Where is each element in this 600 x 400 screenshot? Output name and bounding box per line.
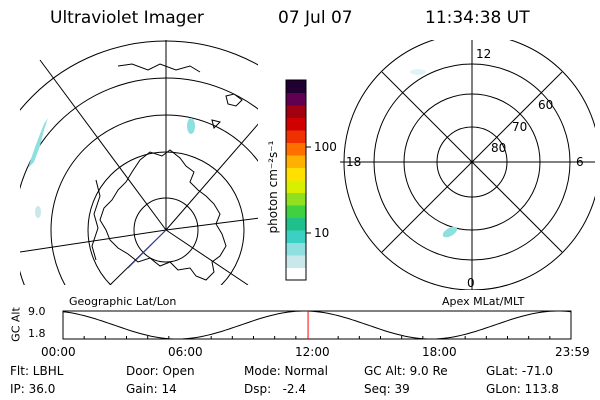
timeline-tick-1: 06:00 <box>168 345 203 359</box>
timeline-tick-3: 18:00 <box>422 345 457 359</box>
status-glon: GLon: 113.8 <box>486 382 559 396</box>
geographic-map <box>20 40 258 285</box>
colorbar-cell <box>286 255 306 268</box>
timeline-y-bottom: 1.8 <box>28 327 46 340</box>
status-door: Door: Open <box>126 364 195 378</box>
timeline-tick-0: 00:00 <box>41 345 76 359</box>
coastline <box>99 149 227 281</box>
status-dsp: Dsp: -2.4 <box>244 382 307 396</box>
app-title: Ultraviolet Imager <box>50 8 204 28</box>
colorbar-cell <box>286 105 306 118</box>
mlt-map-label: Apex MLat/MLT <box>442 295 525 308</box>
status-glat: GLat: -71.0 <box>486 364 553 378</box>
status-gc-alt: GC Alt: 9.0 Re <box>364 364 448 378</box>
status-gain: Gain: 14 <box>126 382 177 396</box>
colorbar-cell <box>286 242 306 256</box>
geographic-map-label: Geographic Lat/Lon <box>69 295 177 308</box>
colorbar-cell <box>286 267 306 281</box>
date-label: 07 Jul 07 <box>278 8 353 28</box>
mlt-label-12: 12 <box>476 47 492 61</box>
mlt-label-6: 6 <box>576 155 584 169</box>
status-mode: Mode: Normal <box>244 364 328 378</box>
timeline-plot <box>62 310 572 340</box>
colorbar-cell <box>286 142 306 156</box>
colorbar-cell <box>286 192 306 206</box>
colorbar-cell <box>286 155 306 168</box>
colorbar-cell <box>286 92 306 106</box>
colorbar-cell <box>286 117 306 131</box>
mlt-polar-map <box>340 40 595 290</box>
timeline-y-top: 9.0 <box>28 305 46 318</box>
colorbar-tick-10: 10 <box>314 226 330 240</box>
colorbar-cell <box>286 180 306 193</box>
mlat-label-60: 60 <box>538 98 554 112</box>
status-filter: Flt: LBHL <box>10 364 64 378</box>
mlt-label-18: 18 <box>346 155 362 169</box>
mlat-label-80: 80 <box>491 141 507 155</box>
status-seq: Seq: 39 <box>364 382 410 396</box>
colorbar <box>285 79 311 281</box>
colorbar-cell <box>286 205 306 218</box>
colorbar-cell <box>286 80 306 93</box>
status-ip: IP: 36.0 <box>10 382 56 396</box>
mlat-label-70: 70 <box>512 120 528 134</box>
colorbar-tick-100: 100 <box>314 140 337 154</box>
timeline-tick-2: 12:00 <box>295 345 330 359</box>
time-label: 11:34:38 UT <box>425 8 530 28</box>
timeline-tick-4: 23:59 <box>555 345 590 359</box>
colorbar-cell <box>286 230 306 243</box>
colorbar-cell <box>286 167 306 181</box>
colorbar-unit-label: photon cm⁻²s⁻¹ <box>266 140 280 234</box>
altitude-curve <box>62 310 572 340</box>
timeline-ylabel: GC Alt <box>9 307 23 342</box>
colorbar-cell <box>286 217 306 231</box>
mlt-label-0: 0 <box>467 276 475 290</box>
colorbar-cell <box>286 130 306 143</box>
